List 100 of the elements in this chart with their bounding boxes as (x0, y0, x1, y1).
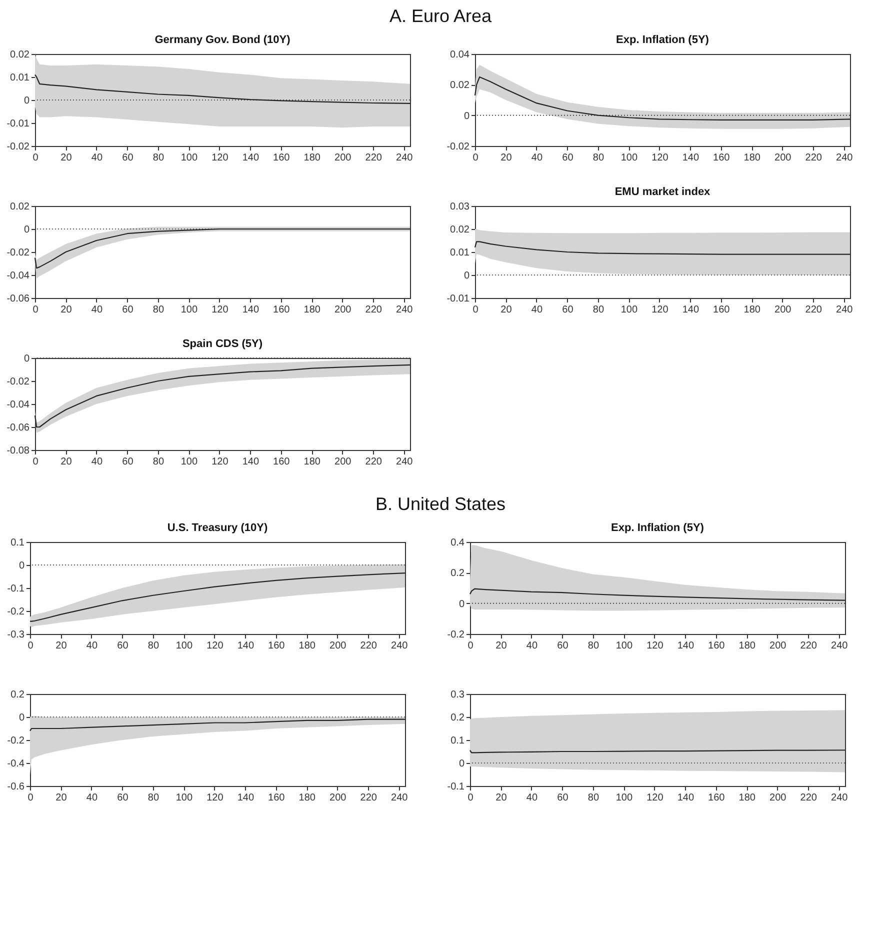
chart-title: Spain CDS (5Y) (182, 338, 263, 350)
x-tick-label: 100 (616, 792, 633, 804)
x-tick-label: 200 (330, 792, 347, 804)
x-tick-label: 80 (592, 152, 604, 164)
y-tick-label: -0.01 (6, 118, 30, 130)
x-tick-label: 120 (646, 792, 664, 804)
x-tick-label: 180 (738, 640, 756, 652)
y-tick-label: 0 (458, 758, 465, 770)
x-tick-label: 240 (836, 304, 854, 316)
y-tick-label: -0.08 (6, 446, 30, 456)
line-series (34, 228, 411, 269)
x-tick-label: 60 (562, 304, 574, 316)
x-tick-label: 180 (744, 152, 761, 164)
y-tick-label: 0.2 (450, 568, 465, 580)
x-tick-label: 120 (652, 304, 669, 316)
y-tick-label: -0.3 (7, 630, 25, 640)
x-tick-label: 180 (304, 304, 321, 316)
x-tick-label: 220 (805, 152, 822, 164)
x-tick-label: 160 (708, 640, 726, 652)
x-tick-label: 60 (562, 152, 574, 164)
x-tick-label: 120 (646, 640, 664, 652)
y-tick-label: -0.2 (447, 630, 465, 640)
text: B. United States (374, 493, 507, 516)
x-tick-label: 80 (592, 304, 604, 316)
line-series (29, 572, 406, 622)
y-tick-label: 0.01 (450, 248, 470, 258)
x-tick-label: 240 (831, 640, 848, 652)
text: A. Euro Area (388, 5, 493, 28)
line-series (29, 718, 406, 732)
x-tick-label: 220 (800, 792, 818, 804)
x-tick-label: 240 (396, 304, 414, 316)
x-tick-label: 220 (360, 792, 378, 804)
y-tick-label: -0.04 (6, 400, 30, 410)
y-tick-label: -0.2 (7, 736, 25, 746)
x-tick-label: 120 (206, 792, 224, 804)
x-tick-label: 60 (122, 456, 134, 468)
y-tick-label: 0 (464, 270, 470, 282)
y-tick-label: 0.1 (450, 736, 465, 746)
x-tick-label: 20 (500, 304, 512, 316)
y-tick-label: 0.2 (450, 712, 465, 724)
x-tick-label: 20 (496, 640, 508, 652)
x-tick-label: 200 (334, 152, 352, 164)
x-tick-label: 0 (32, 456, 39, 468)
x-tick-label: 0 (32, 304, 39, 316)
y-tick-label: 0.02 (450, 224, 470, 236)
x-tick-label: 160 (713, 304, 730, 316)
chart-title: U.S. Treasury (10Y) (167, 522, 268, 534)
y-tick-label: -0.04 (6, 270, 30, 282)
x-tick-label: 140 (242, 456, 260, 468)
x-tick-label: 140 (242, 152, 260, 164)
x-tick-label: 160 (268, 640, 286, 652)
y-tick-label: -0.6 (7, 782, 25, 792)
x-tick-label: 80 (152, 152, 164, 164)
y-tick-label: -0.02 (446, 142, 470, 152)
x-tick-label: 20 (56, 792, 68, 804)
x-tick-label: 60 (117, 792, 129, 804)
x-tick-label: 100 (180, 152, 198, 164)
x-tick-label: 0 (472, 152, 479, 164)
x-tick-label: 40 (526, 792, 538, 804)
x-tick-label: 40 (91, 304, 103, 316)
x-tick-label: 160 (273, 152, 290, 164)
x-tick-label: 240 (396, 152, 414, 164)
x-tick-label: 120 (652, 152, 669, 164)
x-tick-label: 200 (334, 456, 352, 468)
line-series (474, 76, 851, 120)
y-tick-label: -0.1 (447, 782, 465, 792)
y-tick-label: 0 (18, 560, 25, 572)
x-tick-label: 140 (677, 640, 694, 652)
x-tick-label: 80 (148, 640, 160, 652)
x-tick-label: 100 (180, 456, 198, 468)
x-tick-label: 120 (212, 152, 229, 164)
y-tick-label: -0.06 (6, 422, 30, 434)
y-tick-label: 0 (24, 224, 30, 236)
y-tick-label: 0.03 (450, 202, 470, 212)
line-series (474, 241, 851, 255)
y-tick-label: 0 (24, 96, 30, 106)
x-tick-label: 140 (242, 304, 260, 316)
y-tick-label: 0.04 (450, 50, 470, 60)
x-tick-label: 200 (330, 640, 347, 652)
x-tick-label: 60 (122, 152, 134, 164)
x-tick-label: 40 (91, 456, 103, 468)
x-tick-label: 200 (774, 304, 792, 316)
x-tick-label: 100 (180, 304, 198, 316)
x-tick-label: 180 (298, 792, 316, 804)
x-tick-label: 20 (56, 640, 68, 652)
y-tick-label: 0 (464, 110, 470, 122)
x-tick-label: 120 (206, 640, 224, 652)
x-tick-label: 240 (391, 792, 408, 804)
x-tick-label: 200 (770, 640, 787, 652)
x-tick-label: 80 (588, 792, 600, 804)
x-tick-label: 40 (531, 152, 543, 164)
x-tick-label: 20 (500, 152, 512, 164)
x-tick-label: 80 (152, 304, 164, 316)
x-tick-label: 140 (237, 640, 254, 652)
y-tick-label: 0.02 (10, 202, 30, 212)
x-tick-label: 0 (32, 152, 39, 164)
x-tick-label: 40 (531, 304, 543, 316)
line-series (469, 588, 846, 601)
x-tick-label: 140 (682, 152, 700, 164)
x-tick-label: 60 (117, 640, 129, 652)
